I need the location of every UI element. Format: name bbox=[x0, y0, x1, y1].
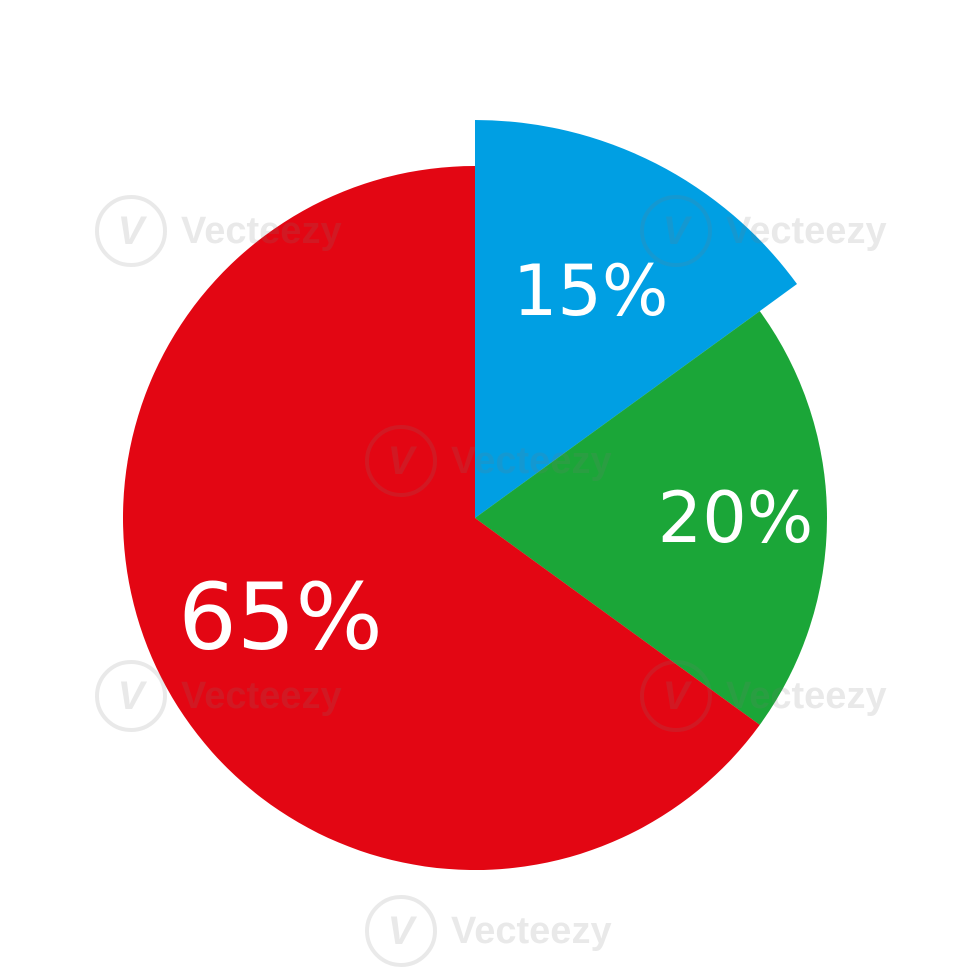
pie-label-65: 65% bbox=[178, 564, 382, 671]
pie-slice-15 bbox=[475, 120, 797, 518]
pie-labels: 15% 20% 65% bbox=[178, 250, 813, 671]
pie-label-15: 15% bbox=[513, 250, 669, 332]
pie-slice-65 bbox=[122, 166, 760, 871]
pie-label-20: 20% bbox=[658, 477, 814, 559]
pie-slice-20 bbox=[475, 311, 828, 725]
pie-slices bbox=[122, 120, 828, 871]
